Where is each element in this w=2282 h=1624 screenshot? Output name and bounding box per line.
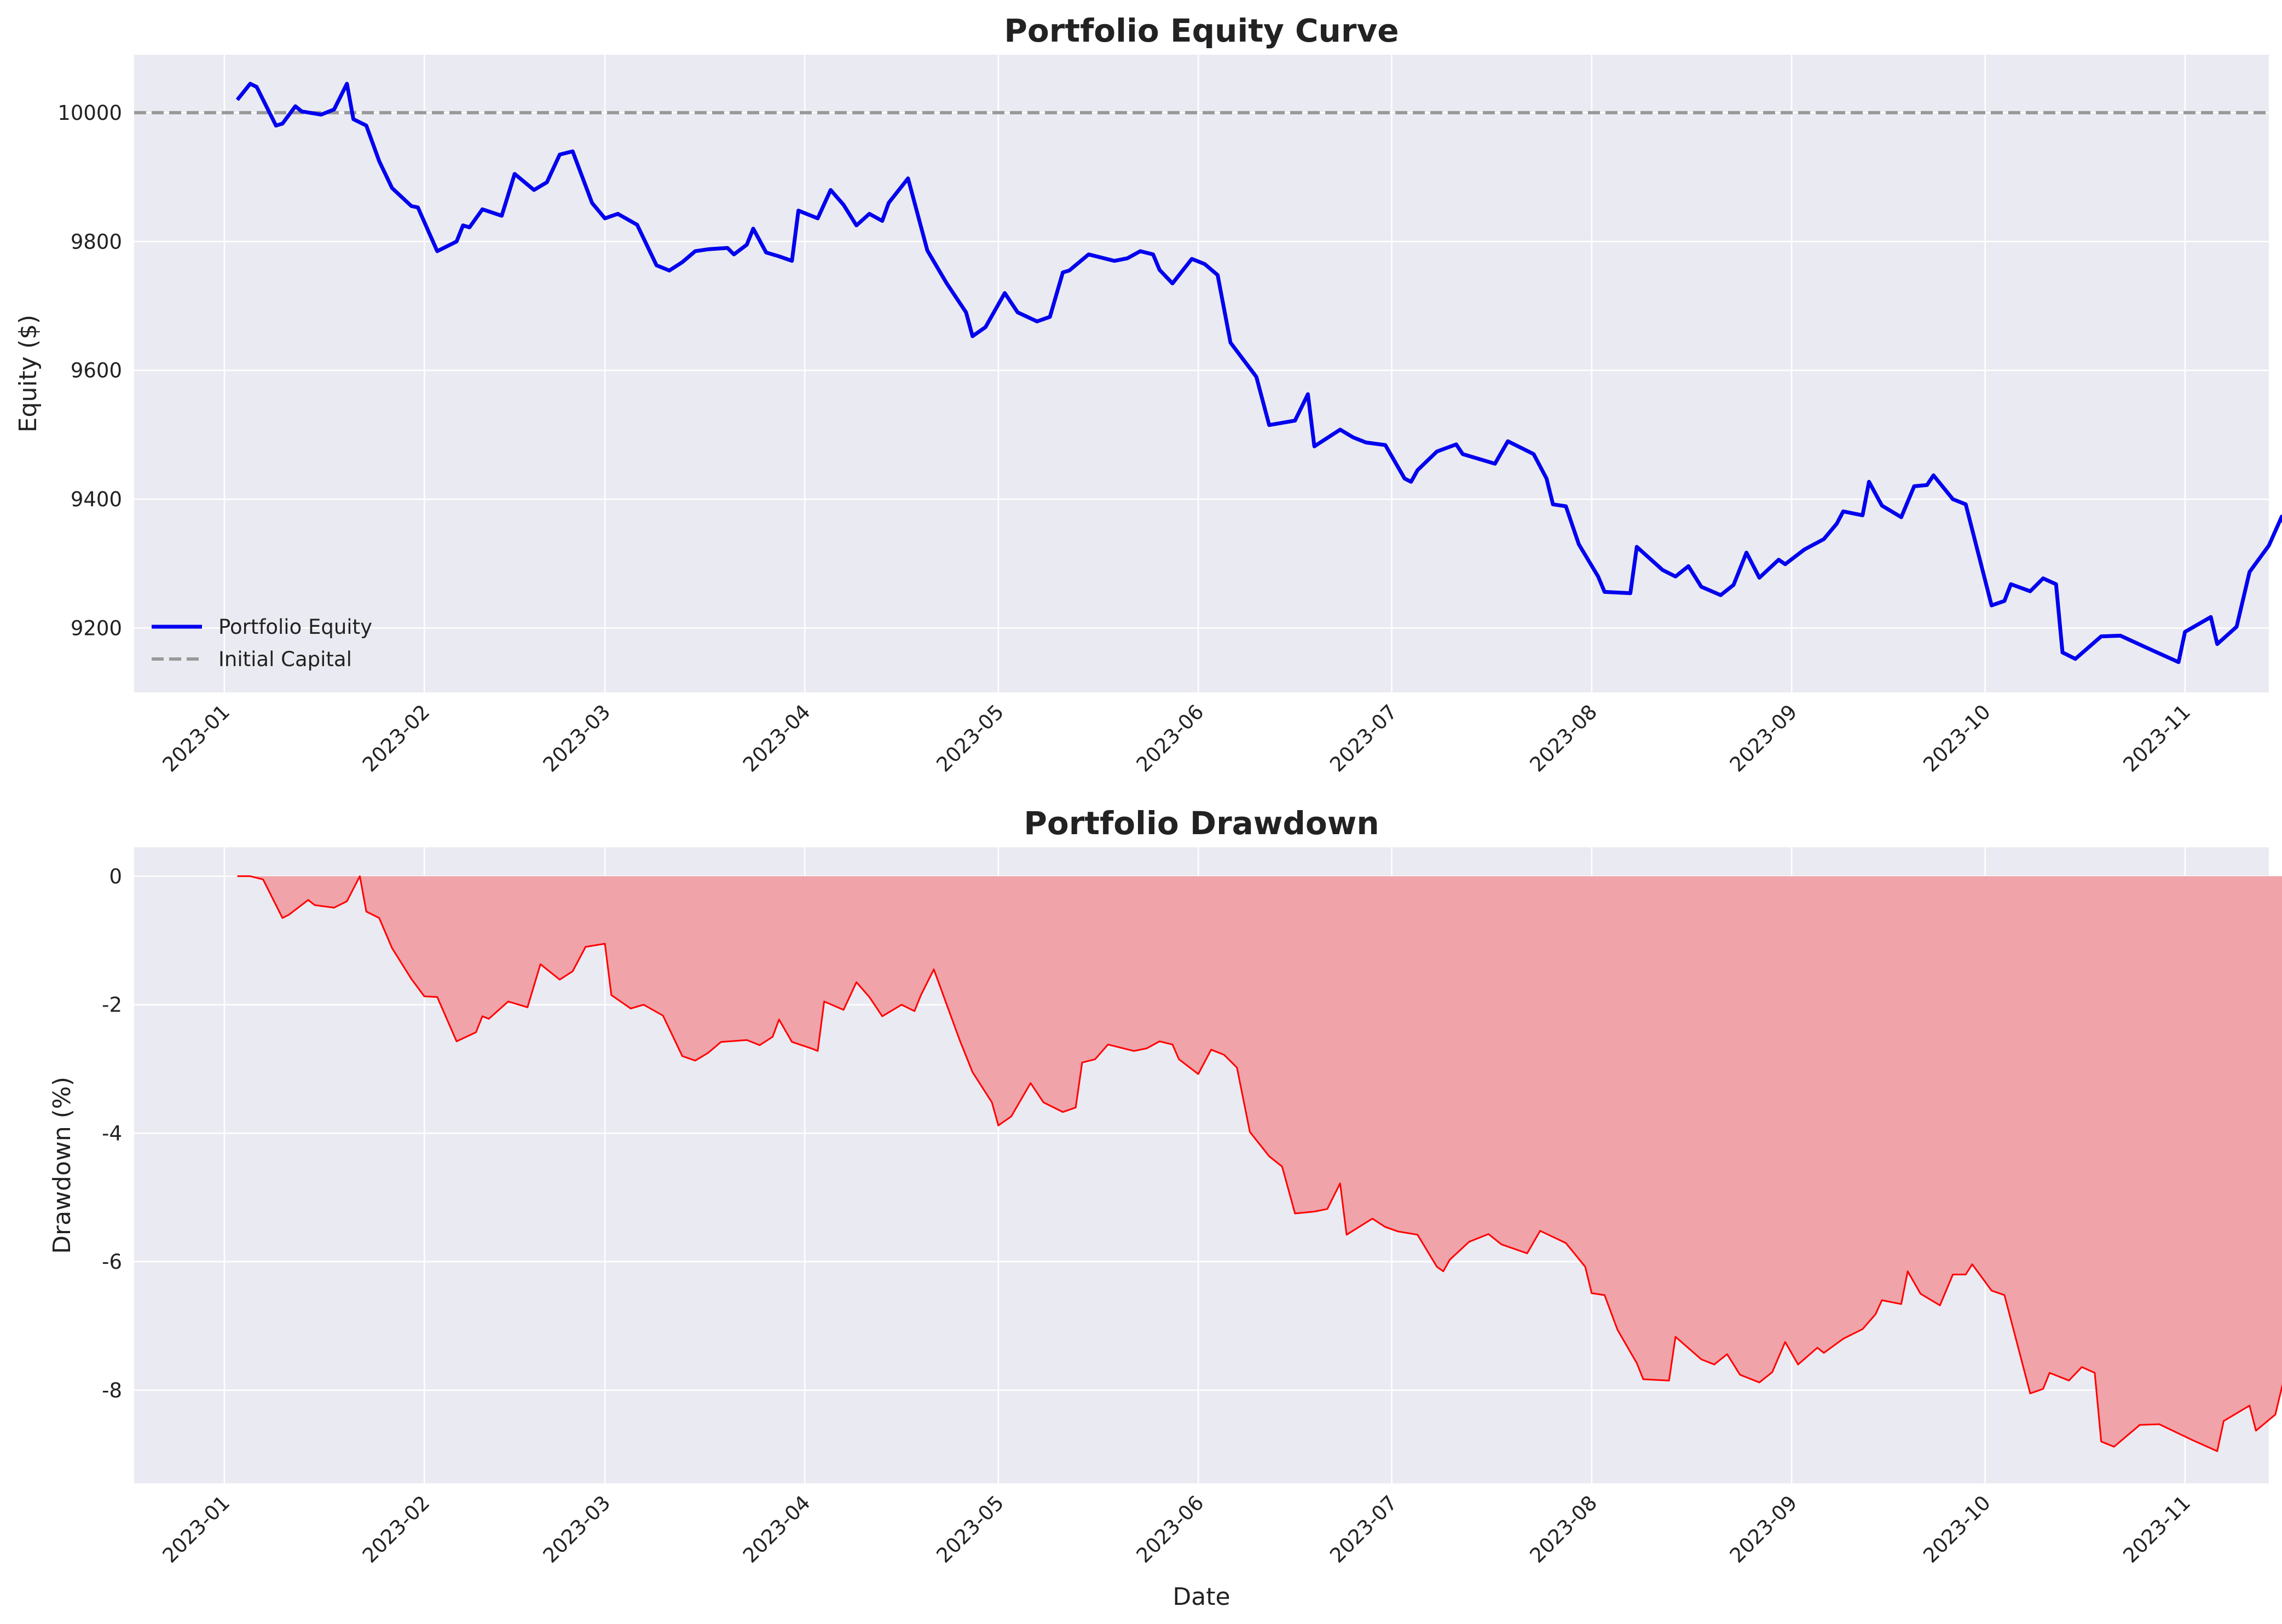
equity-legend: Portfolio Equity Initial Capital [152, 615, 372, 671]
drawdown-area-fill [237, 876, 2282, 1452]
drawdown-line [237, 875, 2282, 1452]
y-tick-label: 0 [109, 865, 122, 888]
equity-y-ticks: 9200 9400 9600 9800 10000 [57, 101, 122, 640]
drawdown-y-axis-label: Drawdown (%) [48, 1077, 76, 1254]
y-tick-label: -2 [102, 993, 122, 1017]
y-tick-label: -8 [102, 1379, 122, 1402]
y-tick-label: 9400 [71, 488, 122, 511]
equity-plot-area [134, 55, 2269, 692]
equity-grid [134, 55, 2269, 692]
legend-label-portfolio-equity: Portfolio Equity [218, 615, 372, 639]
y-tick-label: 9200 [71, 616, 122, 640]
y-tick-label: -4 [102, 1122, 122, 1145]
drawdown-x-axis-label: Date [1172, 1583, 1230, 1611]
y-tick-label: 9600 [71, 359, 122, 383]
drawdown-chart-title: Portfolio Drawdown [1024, 805, 1379, 842]
portfolio-equity-line [235, 82, 2282, 664]
legend-label-initial-capital: Initial Capital [218, 648, 352, 671]
equity-y-axis-label: Equity ($) [14, 315, 42, 432]
y-tick-label: 9800 [71, 230, 122, 253]
drawdown-y-ticks: -8 -6 -4 -2 0 [102, 865, 122, 1402]
y-tick-label: -6 [102, 1250, 122, 1274]
y-tick-label: 10000 [57, 101, 122, 125]
equity-chart-title: Portfolio Equity Curve [1004, 12, 1399, 49]
